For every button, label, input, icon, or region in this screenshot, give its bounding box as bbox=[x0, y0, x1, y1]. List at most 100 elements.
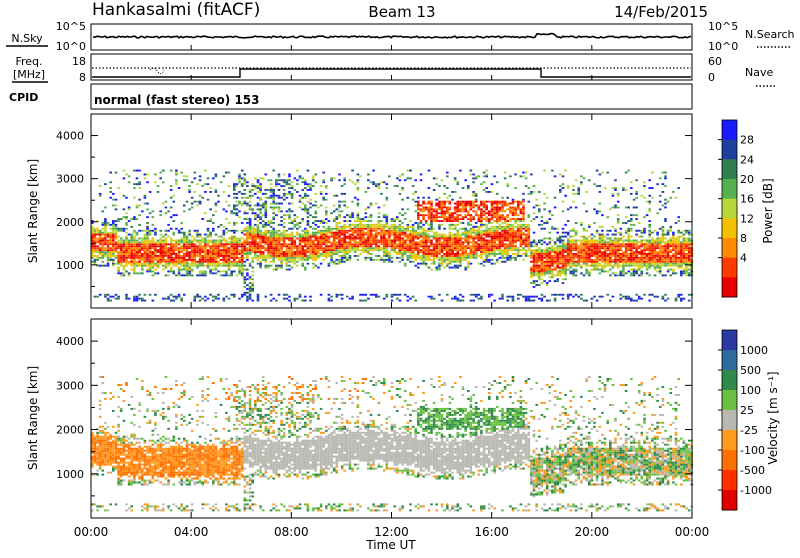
power-cell bbox=[254, 247, 257, 249]
power-cell bbox=[417, 255, 420, 257]
power-cell bbox=[472, 203, 475, 205]
power-cell bbox=[265, 210, 268, 212]
power-cell bbox=[165, 251, 168, 253]
power-cell bbox=[246, 292, 249, 294]
power-cell bbox=[375, 183, 378, 185]
power-cell bbox=[286, 247, 289, 249]
power-cell bbox=[501, 240, 504, 242]
power-cell bbox=[309, 238, 312, 240]
power-cell bbox=[152, 238, 155, 240]
power-cell bbox=[225, 251, 228, 253]
power-cell bbox=[422, 263, 425, 265]
power-cell bbox=[499, 228, 502, 230]
power-cell bbox=[120, 249, 123, 251]
power-cell bbox=[170, 255, 173, 257]
power-cell bbox=[478, 220, 481, 222]
power-cell bbox=[354, 228, 357, 230]
power-cell bbox=[577, 191, 580, 193]
power-cell bbox=[370, 228, 373, 230]
power-cell bbox=[204, 251, 207, 253]
power-cell bbox=[125, 245, 128, 247]
power-cell bbox=[425, 238, 428, 240]
power-cell bbox=[251, 247, 254, 249]
power-cell bbox=[173, 243, 176, 245]
power-cell bbox=[617, 259, 620, 261]
power-cell bbox=[451, 220, 454, 222]
power-cell bbox=[209, 236, 212, 238]
power-cell bbox=[251, 271, 254, 273]
power-cell bbox=[272, 216, 275, 218]
power-cell bbox=[504, 232, 507, 234]
power-cell bbox=[351, 228, 354, 230]
power-cell bbox=[493, 234, 496, 236]
power-cell bbox=[238, 251, 241, 253]
power-cell bbox=[299, 226, 302, 228]
power-cell bbox=[409, 241, 412, 243]
power-cell bbox=[272, 191, 275, 193]
power-cell bbox=[325, 236, 328, 238]
power-cell bbox=[475, 230, 478, 232]
power-cell bbox=[367, 241, 370, 243]
power-cell bbox=[517, 224, 520, 226]
power-cell bbox=[275, 241, 278, 243]
power-cell bbox=[299, 175, 302, 177]
power-cell bbox=[136, 207, 139, 209]
power-cell bbox=[315, 228, 318, 230]
power-cell bbox=[522, 296, 525, 298]
power-cell bbox=[201, 249, 204, 251]
power-cell bbox=[517, 234, 520, 236]
power-cell bbox=[535, 269, 538, 271]
power-cell bbox=[220, 243, 223, 245]
power-cell bbox=[420, 259, 423, 261]
power-cell bbox=[528, 241, 531, 243]
power-cell bbox=[599, 210, 602, 212]
power-cell bbox=[604, 187, 607, 189]
power-cell bbox=[238, 257, 241, 259]
power-cell bbox=[117, 298, 120, 300]
power-cell bbox=[580, 298, 583, 300]
power-cell bbox=[330, 230, 333, 232]
power-cell bbox=[262, 226, 265, 228]
power-cell bbox=[543, 265, 546, 267]
power-cell bbox=[446, 187, 449, 189]
power-cell bbox=[165, 253, 168, 255]
power-cell bbox=[472, 195, 475, 197]
power-cell bbox=[593, 255, 596, 257]
power-cell bbox=[559, 241, 562, 243]
power-cell bbox=[485, 207, 488, 209]
power-cell bbox=[259, 230, 262, 232]
power-cell bbox=[125, 222, 128, 224]
power-cell bbox=[196, 247, 199, 249]
power-cell bbox=[588, 255, 591, 257]
power-cell bbox=[388, 245, 391, 247]
power-cell bbox=[236, 222, 239, 224]
power-cell bbox=[128, 253, 131, 255]
power-cell bbox=[617, 218, 620, 220]
power-cell bbox=[612, 296, 615, 298]
power-cell bbox=[417, 201, 420, 203]
power-cell bbox=[533, 286, 536, 288]
power-cell bbox=[422, 210, 425, 212]
power-cell bbox=[428, 240, 431, 242]
power-cell bbox=[159, 172, 162, 174]
power-cell bbox=[596, 249, 599, 251]
power-cell bbox=[241, 183, 244, 185]
power-cell bbox=[159, 263, 162, 265]
power-cell bbox=[559, 257, 562, 259]
power-cell bbox=[570, 271, 573, 273]
power-cell bbox=[115, 230, 118, 232]
power-cell bbox=[388, 255, 391, 257]
power-cell bbox=[241, 267, 244, 269]
power-cell bbox=[146, 241, 149, 243]
power-cell bbox=[186, 249, 189, 251]
power-cell bbox=[485, 251, 488, 253]
power-cell bbox=[304, 296, 307, 298]
power-cell bbox=[288, 249, 291, 251]
power-cell bbox=[112, 234, 115, 236]
power-cell bbox=[236, 257, 239, 259]
power-cell bbox=[562, 259, 565, 261]
power-cell bbox=[501, 253, 504, 255]
power-cell bbox=[464, 201, 467, 203]
power-cell bbox=[533, 185, 536, 187]
power-cell bbox=[278, 175, 281, 177]
